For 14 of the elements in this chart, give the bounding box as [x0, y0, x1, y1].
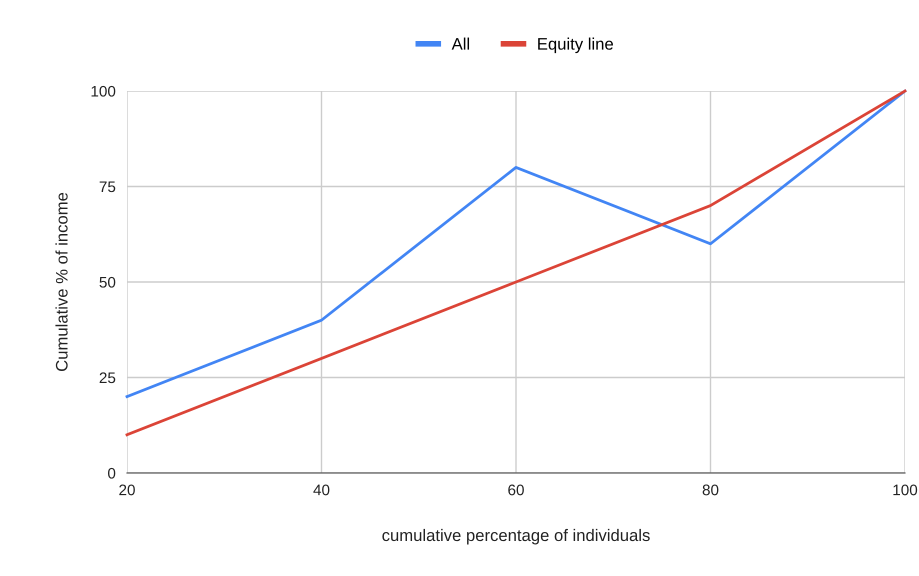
legend-label: All — [452, 38, 470, 50]
y-tick-label: 25 — [100, 372, 116, 384]
y-tick-label: 100 — [92, 86, 116, 97]
legend-label: Equity line — [538, 38, 613, 54]
x-tick-label: 60 — [508, 484, 524, 496]
x-tick-label: 20 — [119, 484, 135, 496]
x-tick-label: 80 — [702, 484, 718, 496]
y-tick-label: 50 — [100, 276, 116, 288]
y-tick-label: 75 — [100, 182, 116, 192]
x-tick-label: 100 — [893, 484, 918, 496]
y-axis-title: Cumulative % of income — [55, 192, 68, 371]
y-tick-label: 0 — [108, 468, 116, 479]
x-tick-label: 40 — [313, 484, 330, 496]
x-axis-title: cumulative percentage of individuals — [382, 528, 650, 544]
